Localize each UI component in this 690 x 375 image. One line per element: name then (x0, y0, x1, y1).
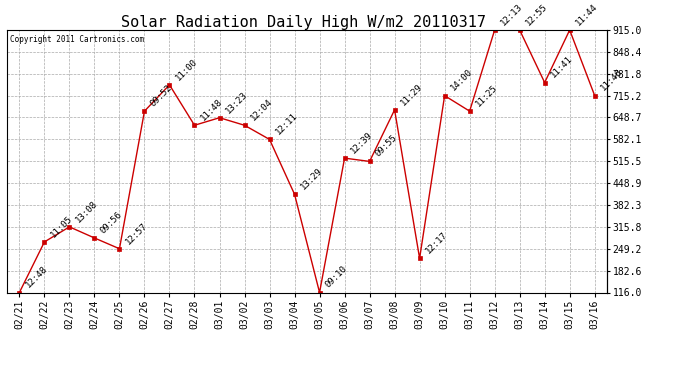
Text: 14:00: 14:00 (448, 68, 474, 93)
Text: 11:46: 11:46 (599, 68, 624, 93)
Text: 12:11: 12:11 (274, 111, 299, 136)
Text: 11:25: 11:25 (474, 83, 499, 108)
Text: 13:29: 13:29 (299, 166, 324, 192)
Text: 09:52: 09:52 (148, 83, 174, 108)
Text: 09:56: 09:56 (99, 210, 124, 235)
Text: 11:29: 11:29 (399, 82, 424, 107)
Text: Copyright 2011 Cartronics.com: Copyright 2011 Cartronics.com (10, 35, 144, 44)
Text: 12:17: 12:17 (424, 230, 449, 255)
Text: 13:23: 13:23 (224, 90, 249, 115)
Text: 09:55: 09:55 (374, 133, 399, 159)
Text: 12:55: 12:55 (524, 2, 549, 27)
Text: 12:48: 12:48 (23, 264, 49, 290)
Text: 11:05: 11:05 (48, 214, 74, 239)
Text: Solar Radiation Daily High W/m2 20110317: Solar Radiation Daily High W/m2 20110317 (121, 15, 486, 30)
Text: 11:44: 11:44 (574, 2, 599, 27)
Text: 12:57: 12:57 (124, 220, 149, 246)
Text: 09:10: 09:10 (324, 264, 349, 290)
Text: 12:39: 12:39 (348, 130, 374, 155)
Text: 13:08: 13:08 (74, 199, 99, 224)
Text: 12:04: 12:04 (248, 97, 274, 123)
Text: 11:48: 11:48 (199, 97, 224, 123)
Text: 11:00: 11:00 (174, 57, 199, 82)
Text: 11:41: 11:41 (549, 54, 574, 80)
Text: 12:13: 12:13 (499, 2, 524, 27)
